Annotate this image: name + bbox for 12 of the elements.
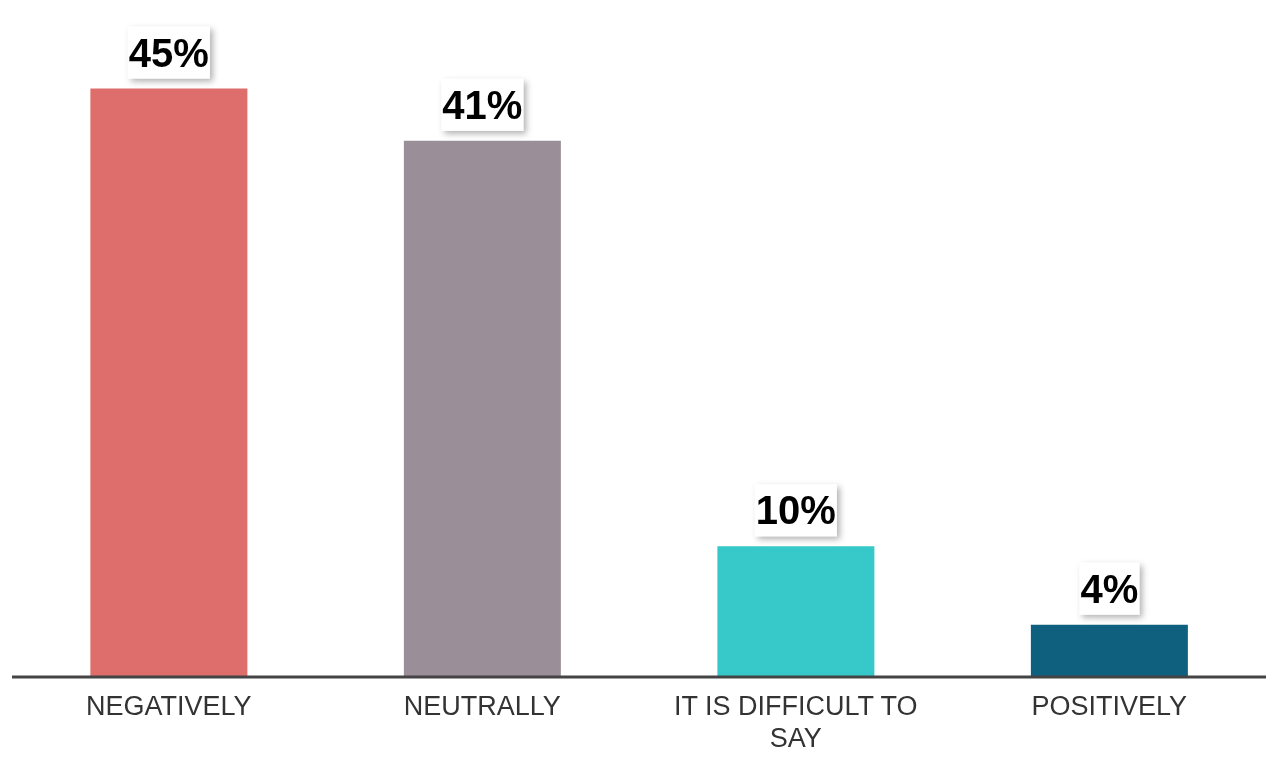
data-label: 41% [442,82,523,127]
x-tick-label: POSITIVELY [1031,691,1188,721]
bar [717,546,875,677]
bar [1030,624,1188,677]
data-label: 45% [128,30,209,75]
data-label: 10% [755,488,836,533]
bar [403,140,561,677]
x-tick-label: IT IS DIFFICULT TO SAY [673,691,918,753]
data-label: 4% [1080,566,1139,611]
x-tick-label: NEGATIVELY [85,691,252,721]
bar [90,88,248,677]
x-tick-label: NEUTRALLY [403,691,561,721]
